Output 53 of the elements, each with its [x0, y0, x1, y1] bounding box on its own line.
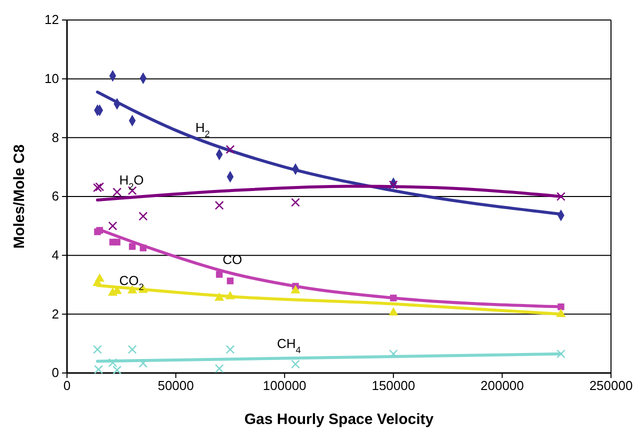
y-tick-label: 12: [44, 12, 59, 28]
point: [95, 182, 104, 192]
point: [291, 198, 300, 207]
point: [94, 273, 104, 282]
point: [556, 192, 566, 201]
y-tick-label: 2: [52, 306, 59, 322]
point: [138, 358, 148, 368]
x-tick-label: 150000: [372, 378, 416, 394]
point: [290, 285, 300, 294]
point: [388, 349, 398, 358]
point: [138, 212, 148, 221]
line-series: [96, 184, 562, 202]
point: [214, 364, 224, 374]
point: [390, 294, 397, 302]
point: [92, 344, 102, 354]
point: [128, 344, 137, 354]
point: [291, 360, 300, 369]
point: [112, 188, 122, 197]
point: [140, 244, 147, 252]
x-tick-label: 50000: [158, 378, 194, 394]
point: [388, 307, 398, 316]
point: [108, 221, 118, 230]
point: [225, 290, 236, 300]
point: [127, 285, 138, 294]
x-tick-label: 0: [63, 378, 71, 394]
point: [216, 271, 223, 278]
point: [226, 278, 234, 284]
point: [214, 200, 224, 210]
point: [556, 308, 566, 317]
x-axis-title: Gas Hourly Space Velocity: [244, 411, 434, 428]
point: [108, 358, 118, 368]
y-tick-label: 0: [52, 365, 59, 380]
point: [112, 366, 122, 375]
point: [214, 292, 224, 301]
point: [94, 364, 104, 374]
point: [556, 349, 566, 358]
y-axis-title: Moles/Mole C8: [11, 144, 28, 249]
x-tick-label: 100000: [262, 378, 306, 394]
point: [92, 183, 102, 192]
y-tick-label: 8: [52, 130, 59, 145]
series-label: H$_{2}$: [195, 120, 210, 139]
x-tick-label: 250000: [589, 378, 633, 394]
x-tick-label: 200000: [480, 378, 524, 394]
point: [114, 238, 120, 246]
point: [388, 180, 398, 190]
point: [226, 344, 235, 354]
y-tick-label: 6: [52, 188, 59, 204]
y-tick-label: 4: [52, 247, 59, 262]
y-tick-label: 10: [44, 70, 59, 86]
point: [226, 144, 235, 154]
point: [128, 243, 136, 250]
series-label: CH$_{4}$: [276, 336, 301, 355]
point: [558, 303, 564, 310]
